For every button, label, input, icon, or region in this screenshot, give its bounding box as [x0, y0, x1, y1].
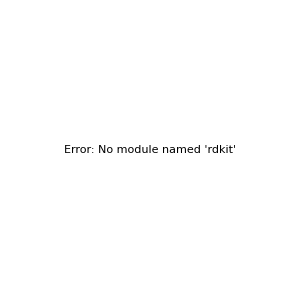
Text: Error: No module named 'rdkit': Error: No module named 'rdkit'	[64, 145, 236, 155]
